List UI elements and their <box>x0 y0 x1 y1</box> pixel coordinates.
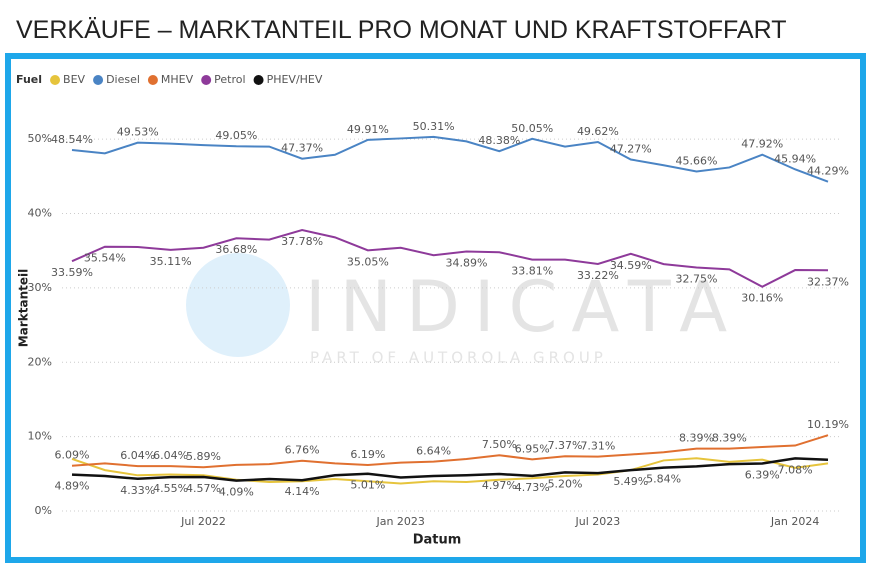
data-label: 50.31% <box>413 120 455 133</box>
data-label: 36.68% <box>215 243 257 256</box>
y-tick-label: 40% <box>28 207 52 220</box>
data-label: 48.38% <box>478 134 520 147</box>
data-label: 8.39% <box>712 432 747 445</box>
legend-label: MHEV <box>161 73 194 86</box>
line <box>71 457 829 485</box>
legend-label: Diesel <box>106 73 140 86</box>
data-label: 30.16% <box>741 292 783 305</box>
data-label: 5.49% <box>613 475 648 488</box>
data-label: 32.37% <box>807 275 849 288</box>
data-label: 6.64% <box>416 445 451 458</box>
data-label: 37.78% <box>281 235 323 248</box>
data-label: 34.89% <box>445 257 487 270</box>
data-label: 4.97% <box>482 479 517 492</box>
legend-marker <box>147 75 158 85</box>
x-tick-label: Jul 2022 <box>180 515 226 528</box>
line <box>71 135 829 183</box>
data-label: 7.50% <box>482 438 517 451</box>
data-label: 5.84% <box>646 473 681 486</box>
data-label: 45.66% <box>676 154 718 167</box>
data-label: 33.22% <box>577 269 619 282</box>
data-label: 35.54% <box>84 252 126 265</box>
data-label: 7.37% <box>548 439 583 452</box>
y-tick-label: 20% <box>28 355 52 368</box>
legend-label: Petrol <box>214 73 245 86</box>
data-label: 47.37% <box>281 142 323 155</box>
data-label: 4.57% <box>186 482 221 495</box>
data-label: 6.19% <box>350 448 385 461</box>
data-label: 4.55% <box>153 482 188 495</box>
legend-label: BEV <box>63 73 85 86</box>
watermark-sub: PART OF AUTOROLA GROUP <box>310 349 607 367</box>
data-label: 4.73% <box>515 481 550 494</box>
data-label: 50.05% <box>511 122 553 135</box>
data-label: 47.92% <box>741 138 783 151</box>
data-label: 32.75% <box>676 272 718 285</box>
data-label: 6.76% <box>285 444 320 457</box>
data-label: 4.14% <box>285 485 320 498</box>
data-label: 35.11% <box>150 255 192 268</box>
data-label: 5.89% <box>186 450 221 463</box>
data-label: 4.89% <box>55 480 90 493</box>
watermark: INDICATA <box>305 266 741 348</box>
data-label: 7.31% <box>580 440 615 453</box>
data-label: 44.29% <box>807 165 849 178</box>
data-label: 6.09% <box>55 449 90 462</box>
data-label: 6.95% <box>515 442 550 455</box>
data-label: 6.04% <box>153 449 188 462</box>
data-label: 7.08% <box>778 463 813 476</box>
data-label: 49.91% <box>347 123 389 136</box>
data-label: 6.04% <box>120 449 155 462</box>
data-label: 6.39% <box>745 468 780 481</box>
legend-marker <box>93 75 104 85</box>
watermark-logo <box>186 253 290 357</box>
data-label: 8.39% <box>679 432 714 445</box>
data-label: 4.09% <box>219 486 254 499</box>
legend-label: PHEV/HEV <box>267 73 323 86</box>
legend-marker <box>50 75 61 85</box>
data-label: 34.59% <box>610 259 652 272</box>
line <box>71 457 829 482</box>
data-label: 49.53% <box>117 126 159 139</box>
y-axis-label: Marktanteil <box>17 269 31 347</box>
y-tick-label: 30% <box>28 281 52 294</box>
legend-marker <box>253 75 264 85</box>
data-label: 45.94% <box>774 152 816 165</box>
data-label: 49.05% <box>215 129 257 142</box>
data-label: 10.19% <box>807 418 849 431</box>
y-tick-label: 0% <box>35 504 52 517</box>
x-tick-label: Jan 2024 <box>770 515 819 528</box>
data-label: 48.54% <box>51 133 93 146</box>
data-label: 47.27% <box>610 142 652 155</box>
y-tick-label: 50% <box>28 132 52 145</box>
data-label: 35.05% <box>347 255 389 268</box>
x-axis-label: Datum <box>413 533 462 548</box>
y-tick-label: 10% <box>28 430 52 443</box>
data-label: 33.81% <box>511 265 553 278</box>
line <box>71 229 829 288</box>
line <box>71 434 829 469</box>
legend-marker <box>201 75 212 85</box>
data-label: 33.59% <box>51 266 93 279</box>
chart-title: VERKÄUFE – MARKTANTEIL PRO MONAT UND KRA… <box>16 16 786 44</box>
data-label: 4.33% <box>120 484 155 497</box>
data-label: 49.62% <box>577 125 619 138</box>
frame <box>5 53 866 563</box>
x-tick-label: Jul 2023 <box>575 515 621 528</box>
data-label: 5.01% <box>350 479 385 492</box>
legend-title: Fuel <box>16 73 42 86</box>
x-tick-label: Jan 2023 <box>375 515 424 528</box>
data-label: 5.20% <box>548 477 583 490</box>
